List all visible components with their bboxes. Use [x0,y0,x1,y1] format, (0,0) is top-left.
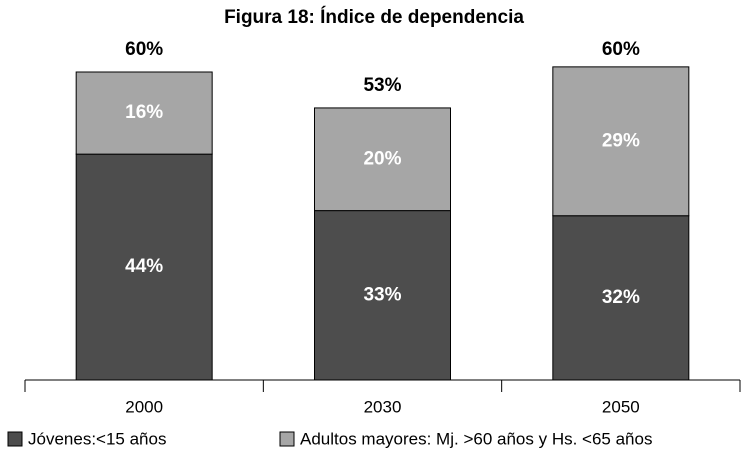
total-label: 60% [125,39,163,60]
segment-label: 29% [602,130,640,151]
x-tick-label: 2030 [364,397,402,416]
x-tick-label: 2000 [125,397,163,416]
legend-swatch [279,431,295,447]
x-tick-label: 2050 [602,397,640,416]
total-label: 53% [363,75,401,96]
segment-label: 32% [602,287,640,308]
total-label: 60% [602,39,640,60]
bar-segment [75,71,213,155]
legend-label: Jóvenes:<15 años [28,429,166,448]
segment-label: 33% [363,284,401,305]
legend-label: Adultos mayores: Mj. >60 años y Hs. <65 … [300,429,652,448]
chart-title: Figura 18: Índice de dependencia [224,6,524,28]
segment-label: 44% [125,256,163,277]
bar-segment [314,107,451,212]
segment-label: 16% [125,102,163,123]
segment-label: 20% [363,148,401,169]
legend-swatch [7,431,23,447]
bar-segment [75,153,213,381]
bar-segment [552,66,690,217]
